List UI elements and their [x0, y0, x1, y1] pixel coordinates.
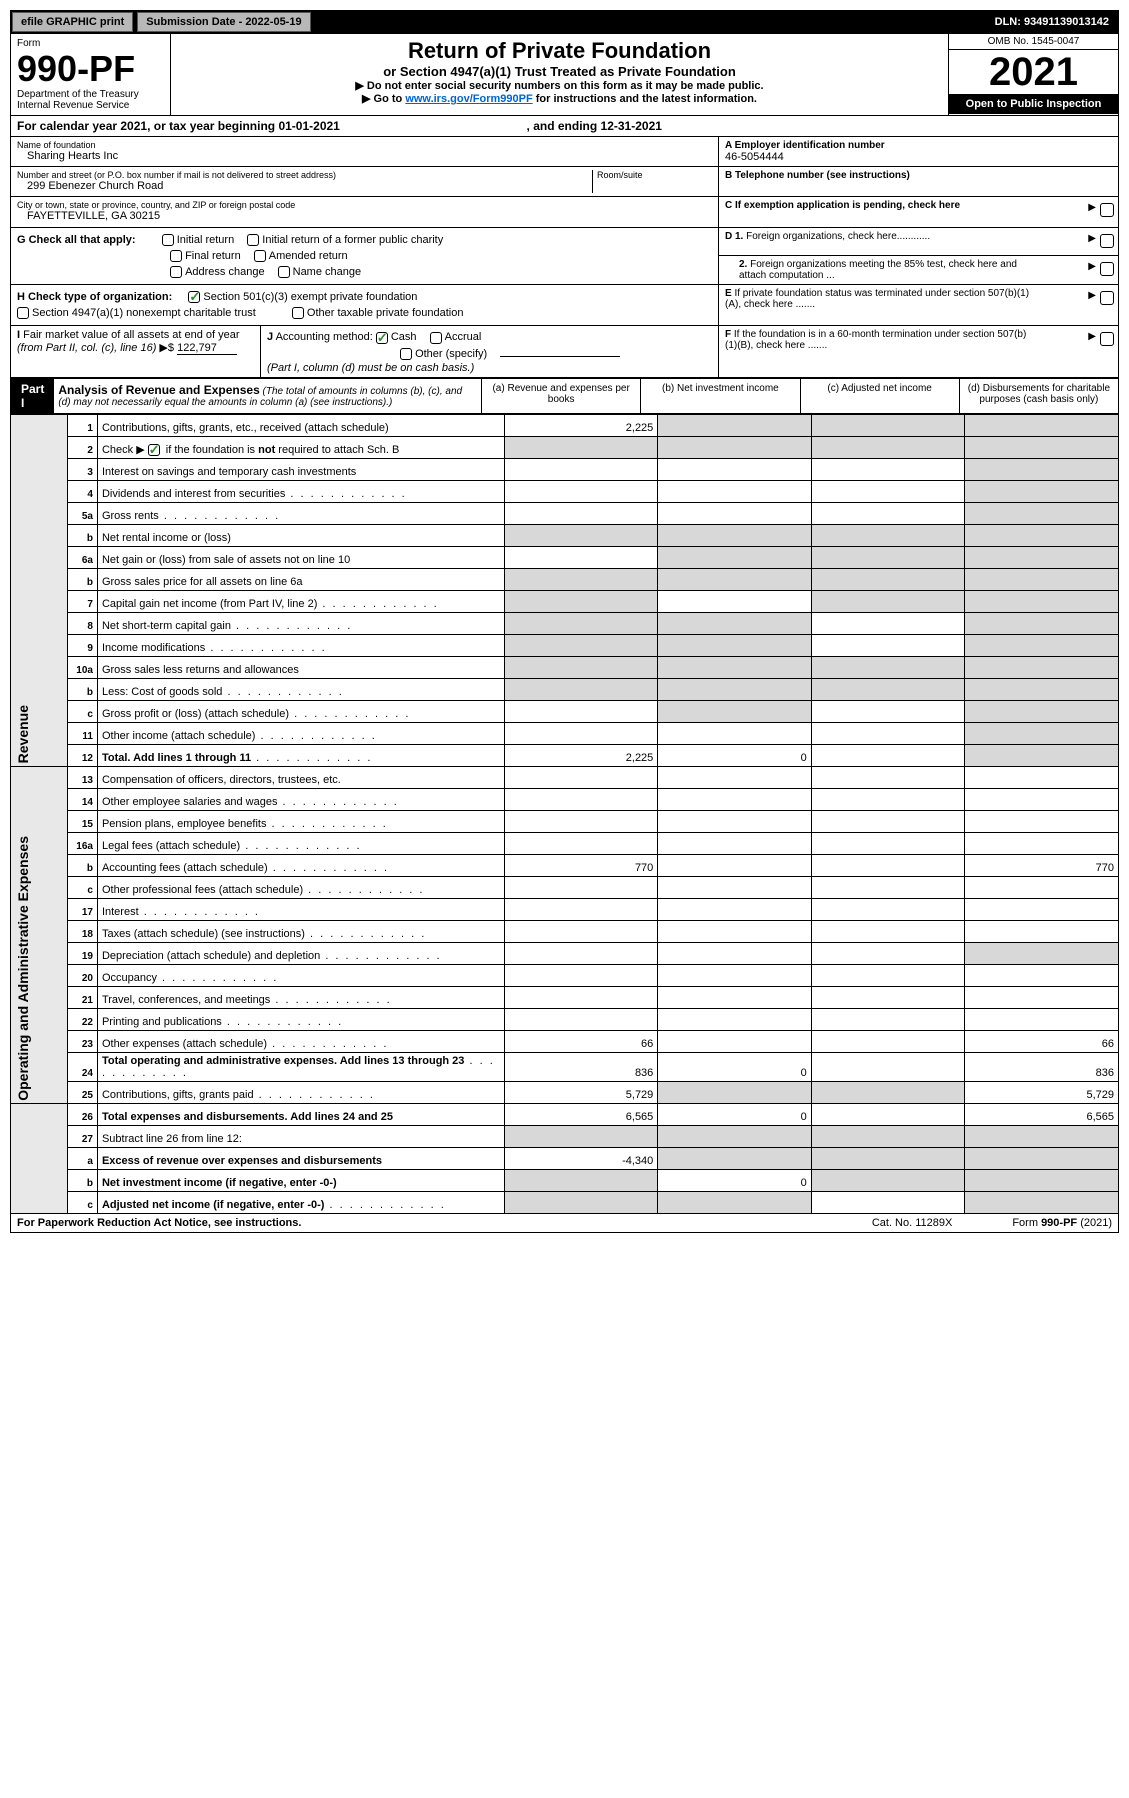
- d1-checkbox[interactable]: [1100, 234, 1114, 248]
- form-header: Form 990-PF Department of the Treasury I…: [10, 34, 1119, 116]
- expenses-label: Operating and Administrative Expenses: [15, 836, 31, 1101]
- dln: DLN: 93491139013142: [995, 16, 1117, 28]
- irs-link[interactable]: www.irs.gov/Form990PF: [405, 93, 532, 105]
- i-label: I: [17, 329, 20, 341]
- arrow-icon: ▶: [1088, 261, 1096, 272]
- arrow-icon: ▶: [1088, 290, 1096, 301]
- col-a-header: (a) Revenue and expenses per books: [481, 379, 640, 413]
- e-checkbox[interactable]: [1100, 291, 1114, 305]
- d2-label: 2. Foreign organizations meeting the 85%…: [725, 259, 1035, 281]
- foundation-name: Sharing Hearts Inc: [17, 150, 712, 162]
- part1-title: Analysis of Revenue and Expenses: [58, 383, 259, 397]
- cat-no: Cat. No. 11289X: [872, 1217, 953, 1229]
- form-header-left: Form 990-PF Department of the Treasury I…: [11, 34, 171, 115]
- g-addr-cb[interactable]: [170, 266, 182, 278]
- part1-label: Part I: [11, 379, 54, 413]
- irs: Internal Revenue Service: [17, 100, 164, 111]
- revenue-label: Revenue: [15, 705, 31, 763]
- c-checkbox[interactable]: [1100, 203, 1114, 217]
- open-public: Open to Public Inspection: [949, 94, 1118, 114]
- city-value: FAYETTEVILLE, GA 30215: [17, 210, 712, 222]
- j-note: (Part I, column (d) must be on cash basi…: [267, 362, 474, 374]
- f-checkbox[interactable]: [1100, 332, 1114, 346]
- schb-cb[interactable]: [148, 444, 160, 456]
- h-4947-cb[interactable]: [17, 307, 29, 319]
- f-label: F If the foundation is in a 60-month ter…: [725, 329, 1035, 351]
- h-section: H Check type of organization: Section 50…: [10, 285, 1119, 326]
- i-value: 122,797: [177, 342, 237, 355]
- calendar-year-row: For calendar year 2021, or tax year begi…: [10, 116, 1119, 137]
- arrow-icon: ▶: [1088, 202, 1096, 213]
- city-label: City or town, state or province, country…: [17, 200, 712, 210]
- form-number: 990-PF: [17, 51, 164, 87]
- h-other-cb[interactable]: [292, 307, 304, 319]
- g-amended-cb[interactable]: [254, 250, 266, 262]
- e-label: E If private foundation status was termi…: [725, 288, 1035, 310]
- part1-table: Revenue 1Contributions, gifts, grants, e…: [10, 414, 1119, 1214]
- arrow-icon: ▶: [1088, 331, 1096, 342]
- room-label: Room/suite: [597, 170, 712, 180]
- subdate-btn[interactable]: Submission Date - 2022-05-19: [137, 12, 310, 32]
- ein-value: 46-5054444: [725, 151, 1112, 163]
- arrow-icon: ▶: [1088, 233, 1096, 244]
- dept: Department of the Treasury: [17, 89, 164, 100]
- form-header-center: Return of Private Foundation or Section …: [171, 34, 948, 115]
- name-label: Name of foundation: [17, 140, 712, 150]
- col-b-header: (b) Net investment income: [640, 379, 799, 413]
- h-501-cb[interactable]: [188, 291, 200, 303]
- ein-label: A Employer identification number: [725, 140, 1112, 151]
- top-bar: efile GRAPHIC print Submission Date - 20…: [10, 10, 1119, 34]
- form-note1: ▶ Do not enter social security numbers o…: [175, 79, 944, 92]
- j-cash-cb[interactable]: [376, 332, 388, 344]
- j-accrual-cb[interactable]: [430, 332, 442, 344]
- form-header-right: OMB No. 1545-0047 2021 Open to Public In…: [948, 34, 1118, 115]
- addr-value: 299 Ebenezer Church Road: [17, 180, 592, 192]
- d1-label: D 1. Foreign organizations, check here..…: [725, 231, 930, 242]
- omb: OMB No. 1545-0047: [949, 34, 1118, 50]
- info-block: Name of foundation Sharing Hearts Inc Nu…: [10, 137, 1119, 228]
- form-no-footer: Form 990-PF (2021): [1012, 1217, 1112, 1229]
- j-other-cb[interactable]: [400, 348, 412, 360]
- form-title: Return of Private Foundation: [175, 38, 944, 64]
- addr-label: Number and street (or P.O. box number if…: [17, 170, 592, 180]
- pra-notice: For Paperwork Reduction Act Notice, see …: [17, 1217, 301, 1229]
- d2-checkbox[interactable]: [1100, 262, 1114, 276]
- efile-btn[interactable]: efile GRAPHIC print: [12, 12, 133, 32]
- form-note2: ▶ Go to www.irs.gov/Form990PF for instru…: [175, 92, 944, 105]
- ij-row: I Fair market value of all assets at end…: [10, 326, 1119, 377]
- g-initial-former-cb[interactable]: [247, 234, 259, 246]
- g-label: G Check all that apply:: [17, 234, 136, 246]
- h-label: H Check type of organization:: [17, 291, 172, 303]
- tax-year: 2021: [949, 50, 1118, 94]
- footer: For Paperwork Reduction Act Notice, see …: [10, 1214, 1119, 1233]
- j-label: J: [267, 331, 273, 343]
- g-name-cb[interactable]: [278, 266, 290, 278]
- g-final-cb[interactable]: [170, 250, 182, 262]
- g-initial-cb[interactable]: [162, 234, 174, 246]
- form-subtitle: or Section 4947(a)(1) Trust Treated as P…: [175, 64, 944, 79]
- c-label: C If exemption application is pending, c…: [725, 200, 960, 211]
- col-c-header: (c) Adjusted net income: [800, 379, 959, 413]
- g-section: G Check all that apply: Initial return I…: [10, 228, 1119, 285]
- col-d-header: (d) Disbursements for charitable purpose…: [959, 379, 1118, 413]
- part1-header: Part I Analysis of Revenue and Expenses …: [10, 378, 1119, 414]
- phone-label: B Telephone number (see instructions): [725, 170, 1112, 181]
